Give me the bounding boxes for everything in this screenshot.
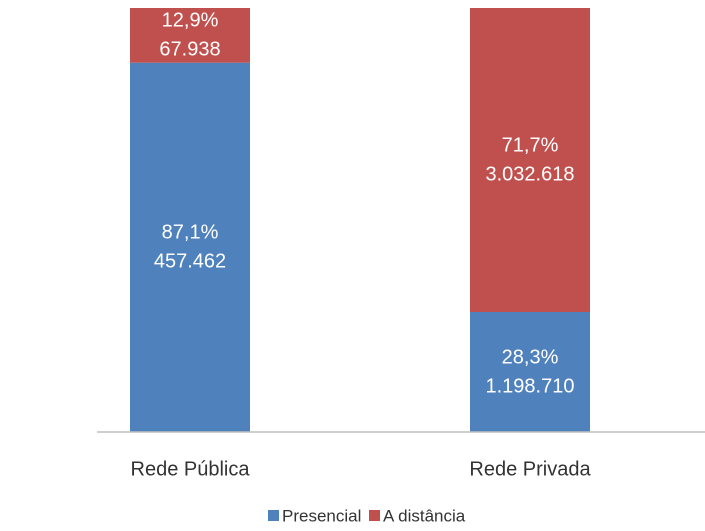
legend-swatch	[268, 510, 279, 521]
count-label: 67.938	[159, 39, 220, 61]
value-label: 28,3%	[502, 346, 559, 368]
value-label: 12,9%	[162, 10, 219, 32]
bar-segment	[130, 62, 250, 433]
legend-label: A distância	[383, 506, 466, 525]
value-label: 87,1%	[162, 222, 219, 244]
count-label: 457.462	[154, 251, 226, 273]
x-tick-label: Rede Pública	[131, 458, 251, 480]
x-tick-label: Rede Privada	[469, 458, 591, 480]
bar-segment	[470, 8, 590, 313]
count-label: 1.198.710	[486, 375, 575, 397]
count-label: 3.032.618	[486, 163, 575, 185]
legend-swatch	[369, 510, 380, 521]
value-label: 71,7%	[502, 134, 559, 156]
legend-label: Presencial	[282, 506, 361, 525]
bar-segment	[130, 8, 250, 63]
bar-segment	[470, 312, 590, 432]
